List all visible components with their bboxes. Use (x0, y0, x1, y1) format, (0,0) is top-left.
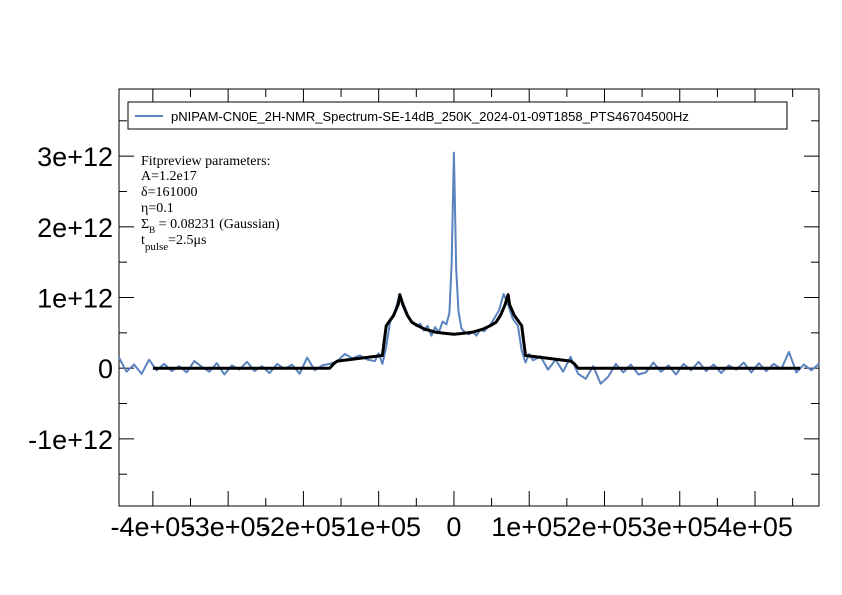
x-axis-ticks: -4e+05-3e+05-2e+05-1e+05 0 1e+05 2e+05 3e+05… (110, 89, 794, 542)
y-tick-label: 0 (98, 354, 113, 384)
y-tick-label: 2e+12 (37, 213, 113, 243)
fit-delta: δ=161000 (141, 185, 198, 200)
y-tick-label: -1e+12 (28, 425, 113, 455)
legend-label: pNIPAM-CN0E_2H-NMR_Spectrum-SE-14dB_250K… (171, 109, 689, 124)
plot-frame (118, 88, 820, 507)
y-axis-ticks: -1e+12 0 1e+12 2e+12 3e+12 (28, 120, 819, 475)
x-tick-label: 3e+05 (642, 512, 718, 542)
fit-eta: η=0.1 (141, 201, 174, 216)
fit-sigma: ΣB = 0.08231 (Gaussian) (141, 217, 280, 235)
series-layer (118, 151, 820, 385)
x-tick-label: 0 (446, 512, 461, 542)
x-tick-label: -1e+05 (336, 512, 421, 542)
fit-sigma-symbol: Σ (141, 217, 149, 232)
y-tick-label: 1e+12 (37, 284, 113, 314)
y-tick-label: 3e+12 (37, 142, 113, 172)
legend: pNIPAM-CN0E_2H-NMR_Spectrum-SE-14dB_250K… (127, 101, 788, 130)
fit-pulse: tpulse=2.5μs (141, 233, 206, 253)
fit-pulse-value: =2.5μs (168, 233, 206, 248)
spectrum-series-line (118, 151, 820, 385)
x-tick-label: 1e+05 (491, 512, 567, 542)
x-tick-label: -4e+05 (110, 512, 195, 542)
fit-header: Fitpreview parameters: (141, 154, 270, 169)
fit-parameters: Fitpreview parameters: A=1.2e17 δ=161000… (141, 154, 280, 253)
fit-sigma-sub: B (149, 225, 155, 235)
fit-series-line (152, 293, 801, 370)
fit-sigma-value: = 0.08231 (Gaussian) (155, 217, 280, 232)
legend-box (127, 101, 788, 130)
x-tick-label: 4e+05 (717, 512, 793, 542)
x-tick-label: -3e+05 (186, 512, 271, 542)
fit-pulse-sub: pulse (145, 241, 168, 253)
x-tick-label: -2e+05 (261, 512, 346, 542)
fit-pulse-symbol: t (141, 233, 145, 248)
fit-amplitude: A=1.2e17 (141, 169, 197, 184)
x-tick-label: 2e+05 (567, 512, 643, 542)
